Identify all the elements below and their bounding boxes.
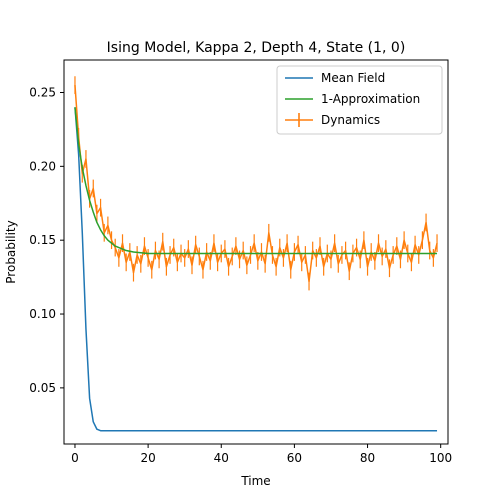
x-tick-label: 20 <box>140 451 155 465</box>
legend-label: 1-Approximation <box>321 92 420 106</box>
legend-label: Mean Field <box>321 71 385 85</box>
y-tick-label: 0.15 <box>29 233 56 247</box>
series-mean-field <box>74 107 438 432</box>
legend: Mean Field 1-Approximation Dynamics <box>276 65 443 135</box>
x-tick-label: 80 <box>360 451 375 465</box>
legend-label: Dynamics <box>321 113 380 127</box>
legend-item-mean-field: Mean Field <box>285 71 385 85</box>
legend-item-dynamics: Dynamics <box>285 113 380 127</box>
legend-box <box>276 65 443 135</box>
y-tick-label: 0.20 <box>29 159 56 173</box>
x-tick-label: 100 <box>429 451 452 465</box>
series-line-dynamics <box>74 85 438 283</box>
y-tick-label: 0.05 <box>29 381 56 395</box>
y-axis-label: Probability <box>4 220 18 283</box>
x-axis-label: Time <box>240 474 270 488</box>
y-tick-label: 0.10 <box>29 307 56 321</box>
series-line-1-approximation <box>74 107 438 255</box>
x-tick-label: 40 <box>214 451 229 465</box>
x-tick-label: 0 <box>71 451 79 465</box>
chart-title: Ising Model, Kappa 2, Depth 4, State (1,… <box>107 40 406 56</box>
series-line-mean-field <box>74 107 438 432</box>
plot-area <box>74 76 438 432</box>
x-tick-label: 60 <box>287 451 302 465</box>
legend-item-1-approximation: 1-Approximation <box>285 92 420 106</box>
y-tick-label: 0.25 <box>29 85 56 99</box>
axes-frame <box>63 59 449 445</box>
axis-ticks: 0 20 40 60 80 100 0.05 0.10 0.15 0.20 0.25 <box>29 85 452 465</box>
series-1-approximation <box>74 107 438 255</box>
